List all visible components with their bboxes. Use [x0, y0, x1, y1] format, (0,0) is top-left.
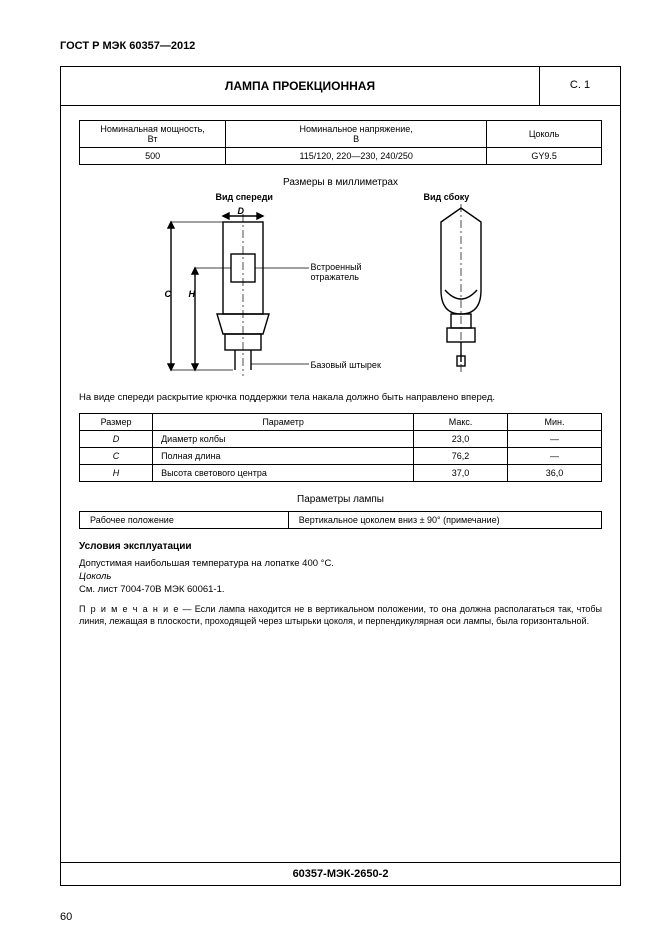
pos-value: Вертикальное цоколем вниз ± 90° (примеча…	[288, 512, 601, 529]
cap-subheading: Цоколь	[79, 571, 111, 582]
cell: 37,0	[414, 465, 508, 482]
cell: H	[80, 465, 153, 482]
val-power: 500	[80, 148, 226, 165]
val-cap: GY9.5	[487, 148, 602, 165]
pin-label: Базовый штырек	[311, 360, 381, 370]
table-row: H Высота светового центра 37,0 36,0	[80, 465, 602, 482]
h-label: H	[189, 289, 196, 299]
title-row: ЛАМПА ПРОЕКЦИОННАЯ С. 1	[61, 67, 620, 106]
cond-line1: Допустимая наибольшая температура на лоп…	[79, 558, 334, 569]
col-power: Номинальная мощность, Вт	[80, 121, 226, 148]
dim-col-min: Мин.	[508, 414, 602, 431]
conditions-heading: Условия эксплуатации	[79, 541, 602, 552]
cell: Полная длина	[153, 448, 414, 465]
cell: 76,2	[414, 448, 508, 465]
cell: C	[80, 448, 153, 465]
dim-col-param: Параметр	[153, 414, 414, 431]
table-row: C Полная длина 76,2 —	[80, 448, 602, 465]
front-view-note: На виде спереди раскрытие крючка поддерж…	[79, 392, 602, 403]
page-title: ЛАМПА ПРОЕКЦИОННАЯ	[61, 67, 540, 105]
page-number: 60	[60, 911, 72, 923]
main-frame: ЛАМПА ПРОЕКЦИОННАЯ С. 1 Номинальная мощн…	[60, 66, 621, 886]
dimensions-caption: Размеры в миллиметрах	[79, 177, 602, 188]
val-voltage: 115/120, 220—230, 240/250	[226, 148, 487, 165]
reflector-label: Встроенный отражатель	[311, 262, 362, 282]
page: ГОСТ Р МЭК 60357—2012 ЛАМПА ПРОЕКЦИОННАЯ…	[0, 0, 661, 935]
col-voltage: Номинальное напряжение, В	[226, 121, 487, 148]
sheet-number: С. 1	[540, 67, 620, 105]
col-cap: Цоколь	[487, 121, 602, 148]
footer-code: 60357-МЭК-2650-2	[61, 862, 620, 885]
c-label: C	[165, 289, 172, 299]
cell: 36,0	[508, 465, 602, 482]
d-label: D	[238, 206, 245, 216]
position-table: Рабочее положение Вертикальное цоколем в…	[79, 511, 602, 529]
params-caption: Параметры лампы	[79, 494, 602, 505]
dim-col-max: Макс.	[414, 414, 508, 431]
content-area: Номинальная мощность, Вт Номинальное нап…	[61, 106, 620, 636]
table-row: D Диаметр колбы 23,0 —	[80, 431, 602, 448]
side-view-label: Вид сбоку	[424, 192, 470, 202]
lamp-svg	[151, 194, 531, 384]
cell: —	[508, 448, 602, 465]
dimension-table: Размер Параметр Макс. Мин. D Диаметр кол…	[79, 413, 602, 482]
cell: —	[508, 431, 602, 448]
cond-line2: См. лист 7004-70В МЭК 60061-1.	[79, 584, 225, 595]
lamp-diagram: Вид спереди Вид сбоку D C H Встроенный о…	[151, 194, 531, 384]
cell: Диаметр колбы	[153, 431, 414, 448]
cell: D	[80, 431, 153, 448]
note-prefix: П р и м е ч а н и е	[79, 604, 179, 614]
pos-label: Рабочее положение	[80, 512, 289, 529]
dim-col-size: Размер	[80, 414, 153, 431]
doc-header-code: ГОСТ Р МЭК 60357—2012	[60, 40, 621, 52]
cell: 23,0	[414, 431, 508, 448]
spec-table: Номинальная мощность, Вт Номинальное нап…	[79, 120, 602, 165]
cell: Высота светового центра	[153, 465, 414, 482]
footnote: П р и м е ч а н и е — Если лампа находит…	[79, 604, 602, 627]
conditions-text: Допустимая наибольшая температура на лоп…	[79, 558, 602, 596]
front-view-label: Вид спереди	[216, 192, 273, 202]
